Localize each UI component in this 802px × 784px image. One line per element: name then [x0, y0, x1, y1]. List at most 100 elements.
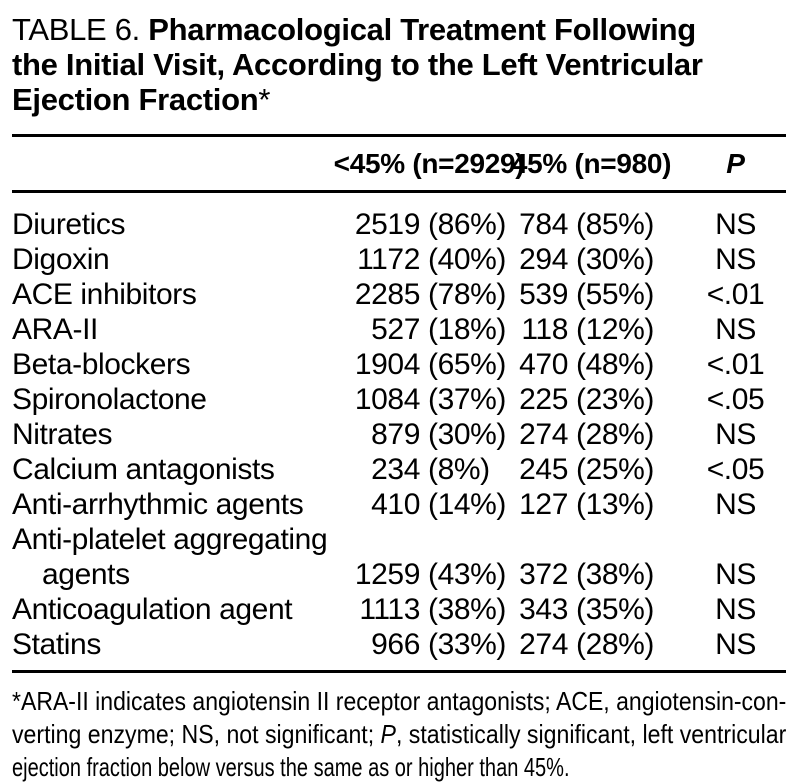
- footnote-line-2-text: verting enzyme; NS, not significant; P, …: [12, 718, 786, 751]
- row-lt45-count: 410: [371, 488, 420, 521]
- row-lt45-percent: (33%): [428, 628, 507, 661]
- row-ge45-count: 784: [519, 208, 568, 241]
- row-lt45-count: 527: [371, 313, 420, 346]
- row-ge45-percent: (13%): [576, 488, 655, 521]
- row-p-value: <.01: [706, 348, 765, 381]
- row-p-value: <.05: [706, 453, 765, 486]
- row-ge45-percent: (35%): [576, 593, 655, 626]
- row-ge45-count: 274: [519, 418, 568, 451]
- table-row: Beta-blockers 1904 (65%) 470 (48%) <.01: [12, 347, 786, 382]
- footnote-line-2: verting enzyme; NS, not significant; P, …: [12, 718, 786, 751]
- title-line-2-text: the Initial Visit, According to the Left…: [12, 47, 703, 82]
- row-lt45-count: 879: [371, 418, 420, 451]
- title-line-3: Ejection Fraction*: [12, 82, 786, 117]
- row-p-value: <.01: [706, 278, 765, 311]
- row-label: Spironolactone: [12, 383, 207, 416]
- row-ge45-count: 245: [519, 453, 568, 486]
- row-ge45-percent: (23%): [576, 383, 655, 416]
- row-lt45-percent: (30%): [428, 418, 507, 451]
- row-lt45-count: 1259: [354, 558, 421, 591]
- row-label: Beta-blockers: [12, 348, 191, 381]
- row-lt45-count: 234: [371, 453, 420, 486]
- row-ge45-count: 539: [519, 278, 568, 311]
- row-label: Diuretics: [12, 208, 126, 241]
- table-header-rule: [12, 190, 786, 193]
- row-ge45-percent: (25%): [576, 453, 655, 486]
- row-lt45-percent: (86%): [428, 208, 507, 241]
- footnote-line-1-text: *ARA-II indicates angiotensin II recepto…: [12, 686, 787, 716]
- table-body: Diuretics 2519 (86%) 784 (85%) NS Digoxi…: [12, 193, 786, 670]
- row-label: ARA-II: [12, 313, 98, 346]
- row-ge45-percent: (30%): [576, 243, 655, 276]
- row-lt45-percent: (78%): [428, 278, 507, 311]
- row-lt45-count: 1172: [357, 243, 420, 276]
- row-label: ACE inhibitors: [12, 278, 197, 311]
- row-ge45-count: 343: [519, 593, 568, 626]
- row-label: Anticoagulation agent: [12, 593, 293, 626]
- row-ge45-count: 118: [521, 313, 568, 346]
- footnote-line-2-pre: verting enzyme; NS, not significant;: [12, 719, 381, 749]
- row-ge45-percent: (12%): [576, 313, 655, 346]
- row-lt45-percent: (14%): [428, 488, 507, 521]
- table-row: ACE inhibitors 2285 (78%) 539 (55%) <.01: [12, 277, 786, 312]
- row-lt45-count: 1904: [354, 348, 421, 381]
- row-ge45-count: 274: [519, 628, 568, 661]
- title-text-3: Ejection Fraction: [12, 82, 259, 117]
- footnote-line-3-text: ejection fraction below versus the same …: [12, 752, 570, 782]
- table-row: Spironolactone 1084 (37%) 225 (23%) <.05: [12, 382, 786, 417]
- row-lt45-percent: (18%): [428, 313, 507, 346]
- row-p-value: NS: [715, 593, 756, 626]
- footnote-line-2-post: , statistically significant, left ventri…: [395, 719, 787, 749]
- row-lt45-count: 2285: [354, 278, 421, 311]
- table-row: Anticoagulation agent 1113 (38%) 343 (35…: [12, 592, 786, 627]
- row-ge45-percent: (48%): [576, 348, 655, 381]
- row-ge45-count: 372: [519, 558, 568, 591]
- row-ge45-percent: (38%): [576, 558, 655, 591]
- table-bottom-rule: [12, 670, 786, 673]
- table-row: Anti-platelet aggregating: [12, 522, 786, 557]
- footnote-marker: *: [258, 82, 271, 117]
- row-lt45-percent: (37%): [428, 383, 507, 416]
- table-title: TABLE 6. Pharmacological Treatment Follo…: [12, 0, 786, 117]
- row-label: agents: [42, 558, 130, 591]
- table-row: ARA-II 527 (18%) 118 (12%) NS: [12, 312, 786, 347]
- table-row: Digoxin 1172 (40%) 294 (30%) NS: [12, 242, 786, 277]
- row-ge45-percent: (28%): [576, 418, 655, 451]
- footnote-line-3: ejection fraction below versus the same …: [12, 751, 786, 784]
- row-label: Calcium antagonists: [12, 453, 275, 486]
- row-ge45-percent: (55%): [576, 278, 655, 311]
- row-lt45-percent: (40%): [428, 243, 507, 276]
- row-p-value: <.05: [706, 383, 765, 416]
- row-ge45-count: 127: [519, 488, 568, 521]
- table-top-rule: [12, 134, 786, 137]
- row-ge45-percent: (85%): [576, 208, 655, 241]
- row-p-value: NS: [715, 208, 756, 241]
- table-row: Calcium antagonists 234 (8%) 245 (25%) <…: [12, 452, 786, 487]
- title-line-2: the Initial Visit, According to the Left…: [12, 47, 786, 82]
- table-row: Nitrates 879 (30%) 274 (28%) NS: [12, 417, 786, 452]
- table-row: Statins 966 (33%) 274 (28%) NS: [12, 627, 786, 662]
- column-header-ge45: 45% (n=980): [511, 147, 672, 179]
- row-lt45-count: 1084: [354, 383, 421, 416]
- row-lt45-count: 1113: [359, 593, 420, 626]
- table-row: agents 1259 (43%) 372 (38%) NS: [12, 557, 786, 592]
- row-lt45-percent: (38%): [428, 593, 507, 626]
- row-p-value: NS: [715, 418, 756, 451]
- row-label: Anti-platelet aggregating: [12, 523, 328, 556]
- row-lt45-percent: (43%): [428, 558, 507, 591]
- row-lt45-percent: (65%): [428, 348, 507, 381]
- column-header-lt45: <45% (n=2929): [333, 147, 525, 179]
- row-ge45-count: 294: [519, 243, 568, 276]
- row-p-value: NS: [715, 243, 756, 276]
- row-p-value: NS: [715, 558, 756, 591]
- row-p-value: NS: [715, 313, 756, 346]
- row-ge45-count: 470: [519, 348, 568, 381]
- table-header-row: <45% (n=2929) 45% (n=980) P: [12, 137, 786, 190]
- row-label: Nitrates: [12, 418, 113, 451]
- row-ge45-count: 225: [519, 383, 568, 416]
- title-line-3-text: Ejection Fraction*: [12, 82, 270, 117]
- row-p-value: NS: [715, 488, 756, 521]
- footnote-p-symbol: P: [380, 719, 396, 749]
- title-text-1: Pharmacological Treatment Following: [148, 12, 696, 47]
